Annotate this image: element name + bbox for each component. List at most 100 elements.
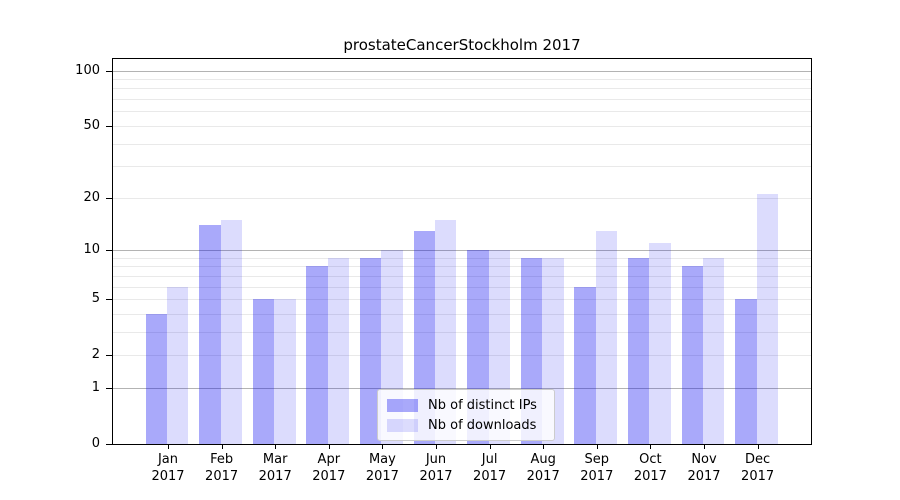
legend-label-distinct-ips: Nb of distinct IPs	[428, 397, 537, 413]
legend-item-downloads: Nb of downloads	[387, 416, 545, 434]
bar-nb-of-downloads-dec	[756, 193, 778, 444]
gridline-minor-8	[113, 266, 811, 268]
x-tick-month: Aug	[530, 452, 556, 467]
x-tick-year: 2017	[580, 469, 614, 484]
x-tick-year: 2017	[419, 469, 453, 484]
x-tick-mark-oct	[650, 444, 652, 449]
gridline-major-10	[113, 250, 811, 251]
x-tick-month: Oct	[639, 452, 662, 467]
x-tick-label-mar: Mar 2017	[245, 451, 305, 485]
x-tick-label-jun: Jun 2017	[406, 451, 466, 485]
x-tick-mark-may	[382, 444, 384, 449]
x-tick-mark-feb	[221, 444, 223, 449]
x-tick-label-jan: Jan 2017	[138, 451, 198, 485]
x-tick-label-aug: Aug 2017	[513, 451, 573, 485]
x-tick-year: 2017	[312, 469, 346, 484]
x-tick-month: May	[368, 452, 396, 467]
x-tick-label-jul: Jul 2017	[460, 451, 520, 485]
gridline-minor-6	[113, 286, 811, 288]
bar-nb-of-distinct-ips-jan	[145, 313, 167, 444]
x-tick-month: Jun	[425, 452, 447, 467]
x-tick-month: Feb	[210, 452, 234, 467]
x-tick-year: 2017	[741, 469, 775, 484]
x-tick-label-sep: Sep 2017	[567, 451, 627, 485]
x-tick-month: Jan	[157, 452, 179, 467]
bar-nb-of-distinct-ips-oct	[628, 257, 650, 444]
x-tick-month: Sep	[584, 452, 610, 467]
y-tick-mark-2	[106, 355, 112, 357]
y-tick-label-50: 50	[83, 117, 100, 133]
bar-nb-of-distinct-ips-apr	[306, 266, 328, 444]
y-tick-mark-1	[106, 387, 112, 389]
y-tick-mark-0	[106, 444, 112, 445]
x-tick-mark-mar	[275, 444, 277, 449]
gridline-minor-4	[113, 313, 811, 315]
y-tick-label-1: 1	[91, 379, 100, 395]
x-tick-label-oct: Oct 2017	[620, 451, 680, 485]
bar-nb-of-downloads-jun	[435, 219, 457, 444]
gridline-minor-9	[113, 257, 811, 259]
x-tick-month: Dec	[745, 452, 771, 467]
gridline-minor-40	[113, 143, 811, 145]
gridline-minor-7	[113, 275, 811, 277]
bar-nb-of-distinct-ips-mar	[252, 299, 275, 444]
y-tick-mark-100	[106, 70, 112, 72]
x-tick-mark-jan	[168, 444, 169, 449]
gridline-minor-2	[113, 355, 811, 357]
y-tick-label-10: 10	[83, 242, 100, 257]
gridline-minor-80	[113, 88, 811, 90]
x-tick-mark-nov	[704, 444, 705, 449]
x-tick-label-nov: Nov 2017	[674, 451, 734, 485]
bar-nb-of-downloads-feb	[220, 219, 242, 444]
x-tick-label-feb: Feb 2017	[192, 451, 252, 485]
gridline-minor-5	[113, 299, 811, 300]
x-tick-year: 2017	[687, 469, 721, 484]
bar-nb-of-distinct-ips-dec	[735, 299, 757, 444]
x-tick-year: 2017	[258, 469, 292, 484]
y-tick-mark-20	[106, 197, 112, 199]
bar-nb-of-downloads-apr	[327, 257, 350, 444]
gridline-minor-70	[113, 99, 811, 101]
x-tick-year: 2017	[633, 469, 667, 484]
bar-nb-of-downloads-mar	[274, 299, 296, 444]
x-tick-year: 2017	[151, 469, 185, 484]
x-tick-label-apr: Apr 2017	[299, 451, 359, 485]
gridline-minor-20	[113, 197, 811, 199]
gridline-major-1	[113, 387, 811, 389]
bar-nb-of-distinct-ips-sep	[574, 286, 596, 444]
x-tick-year: 2017	[205, 469, 239, 484]
x-tick-mark-jun	[436, 444, 437, 449]
gridline-minor-60	[113, 111, 811, 113]
gridline-minor-90	[113, 79, 811, 80]
bar-nb-of-downloads-nov	[703, 257, 725, 444]
x-tick-mark-dec	[757, 444, 759, 449]
legend-item-distinct-ips: Nb of distinct IPs	[387, 396, 545, 414]
x-tick-mark-jul	[489, 444, 491, 449]
y-tick-mark-10	[106, 250, 112, 251]
gridline-minor-50	[113, 125, 811, 127]
y-tick-label-100: 100	[75, 62, 100, 78]
bar-nb-of-distinct-ips-feb	[199, 224, 221, 444]
x-tick-year: 2017	[365, 469, 399, 484]
bar-nb-of-downloads-jan	[167, 286, 189, 444]
gridline-minor-3	[113, 331, 811, 333]
chart-title: prostateCancerStockholm 2017	[343, 36, 581, 54]
bar-nb-of-distinct-ips-may	[360, 257, 382, 444]
legend-label-downloads: Nb of downloads	[428, 417, 537, 433]
y-tick-label-20: 20	[83, 189, 100, 205]
y-tick-mark-5	[106, 299, 112, 300]
x-tick-month: Mar	[262, 452, 288, 467]
x-tick-mark-apr	[328, 444, 330, 449]
x-tick-label-dec: Dec 2017	[728, 451, 788, 485]
bar-nb-of-distinct-ips-nov	[681, 266, 703, 444]
x-tick-label-may: May 2017	[352, 451, 412, 485]
x-tick-year: 2017	[526, 469, 560, 484]
x-tick-month: Apr	[317, 452, 341, 467]
x-tick-month: Jul	[481, 452, 498, 467]
y-tick-label-2: 2	[91, 347, 100, 363]
legend-swatch-downloads	[387, 418, 418, 432]
y-tick-label-0: 0	[91, 436, 100, 451]
x-tick-month: Nov	[691, 452, 717, 467]
legend-swatch-distinct-ips	[387, 398, 418, 412]
